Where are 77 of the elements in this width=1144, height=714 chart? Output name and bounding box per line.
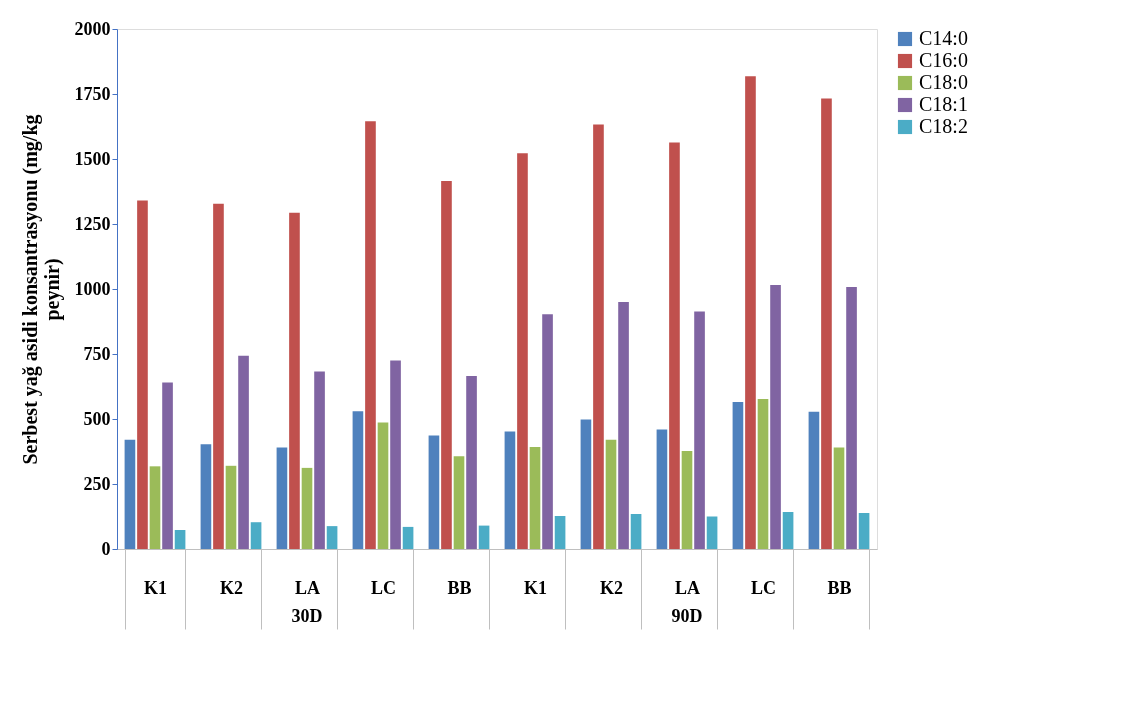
text: 90D — [671, 606, 703, 626]
bar — [174, 530, 186, 549]
legend-label: C14:0 — [919, 27, 968, 49]
bar — [808, 411, 820, 549]
legend-label: C16:0 — [919, 49, 968, 71]
bar — [428, 435, 440, 549]
bar — [858, 513, 870, 549]
legend-label: C18:2 — [919, 115, 968, 137]
bar — [377, 422, 389, 549]
y-axis-title: Serbest yağ asidi konsantrasyonu (mg/kg peynir) — [18, 114, 64, 465]
bar — [656, 429, 668, 549]
bar — [276, 447, 288, 549]
bar — [833, 447, 845, 549]
bar — [554, 515, 566, 549]
bar — [593, 124, 604, 549]
bar — [225, 465, 237, 549]
bar — [681, 450, 693, 549]
bar — [605, 439, 617, 549]
bar — [441, 181, 452, 549]
x-tick-label: K1 — [143, 577, 168, 598]
bar — [137, 200, 148, 549]
bar — [162, 382, 173, 549]
bar — [365, 121, 376, 549]
bar — [846, 286, 857, 549]
x-tick-label: K2 — [219, 577, 244, 598]
y-tick-label: 750 — [83, 343, 111, 364]
x-tick-label: LC — [750, 577, 777, 598]
bar — [757, 398, 769, 549]
y-tick-label: 1000 — [74, 278, 111, 299]
x-tick-label: K2 — [599, 577, 624, 598]
bar — [314, 371, 325, 549]
y-tick-label: 1500 — [74, 148, 111, 169]
bar — [821, 98, 832, 549]
bar — [326, 526, 338, 549]
bar — [250, 522, 262, 549]
bar — [770, 285, 781, 549]
bar — [352, 411, 364, 549]
y-tick-label: 2000 — [74, 18, 111, 39]
x-tick-label: LA — [674, 577, 701, 598]
bar — [466, 376, 477, 549]
bar — [542, 314, 553, 549]
bar — [630, 513, 642, 549]
bar — [149, 466, 161, 549]
bar — [200, 444, 212, 549]
bar — [745, 76, 756, 549]
bar — [618, 302, 629, 549]
legend-label: C18:0 — [919, 71, 968, 93]
text: 30D — [291, 606, 323, 626]
bar — [238, 355, 249, 549]
bar — [453, 456, 465, 549]
bar — [289, 212, 300, 549]
bar — [301, 467, 313, 549]
y-tick-label: 1250 — [74, 213, 111, 234]
bar — [669, 142, 680, 549]
bar — [694, 311, 705, 549]
legend-label: C18:1 — [919, 93, 968, 115]
bar — [782, 512, 794, 549]
y-tick-label: 1750 — [74, 83, 111, 104]
bar — [124, 439, 136, 549]
bar — [732, 402, 744, 549]
bar — [504, 431, 516, 549]
x-tick-label: BB — [447, 577, 472, 598]
y-tick-label: 500 — [83, 408, 111, 429]
y-tick-label: 0 — [101, 538, 111, 559]
bar — [390, 360, 401, 549]
y-tick-label: 250 — [83, 473, 111, 494]
bar — [402, 526, 414, 549]
bar — [529, 447, 541, 549]
x-tick-label: LA — [294, 577, 321, 598]
bar — [478, 525, 490, 549]
bar — [580, 419, 592, 549]
bar — [706, 516, 718, 549]
bar — [213, 203, 224, 549]
bar — [517, 153, 528, 549]
x-tick-label: LC — [370, 577, 397, 598]
x-tick-label: BB — [827, 577, 852, 598]
x-tick-label: K1 — [523, 577, 548, 598]
